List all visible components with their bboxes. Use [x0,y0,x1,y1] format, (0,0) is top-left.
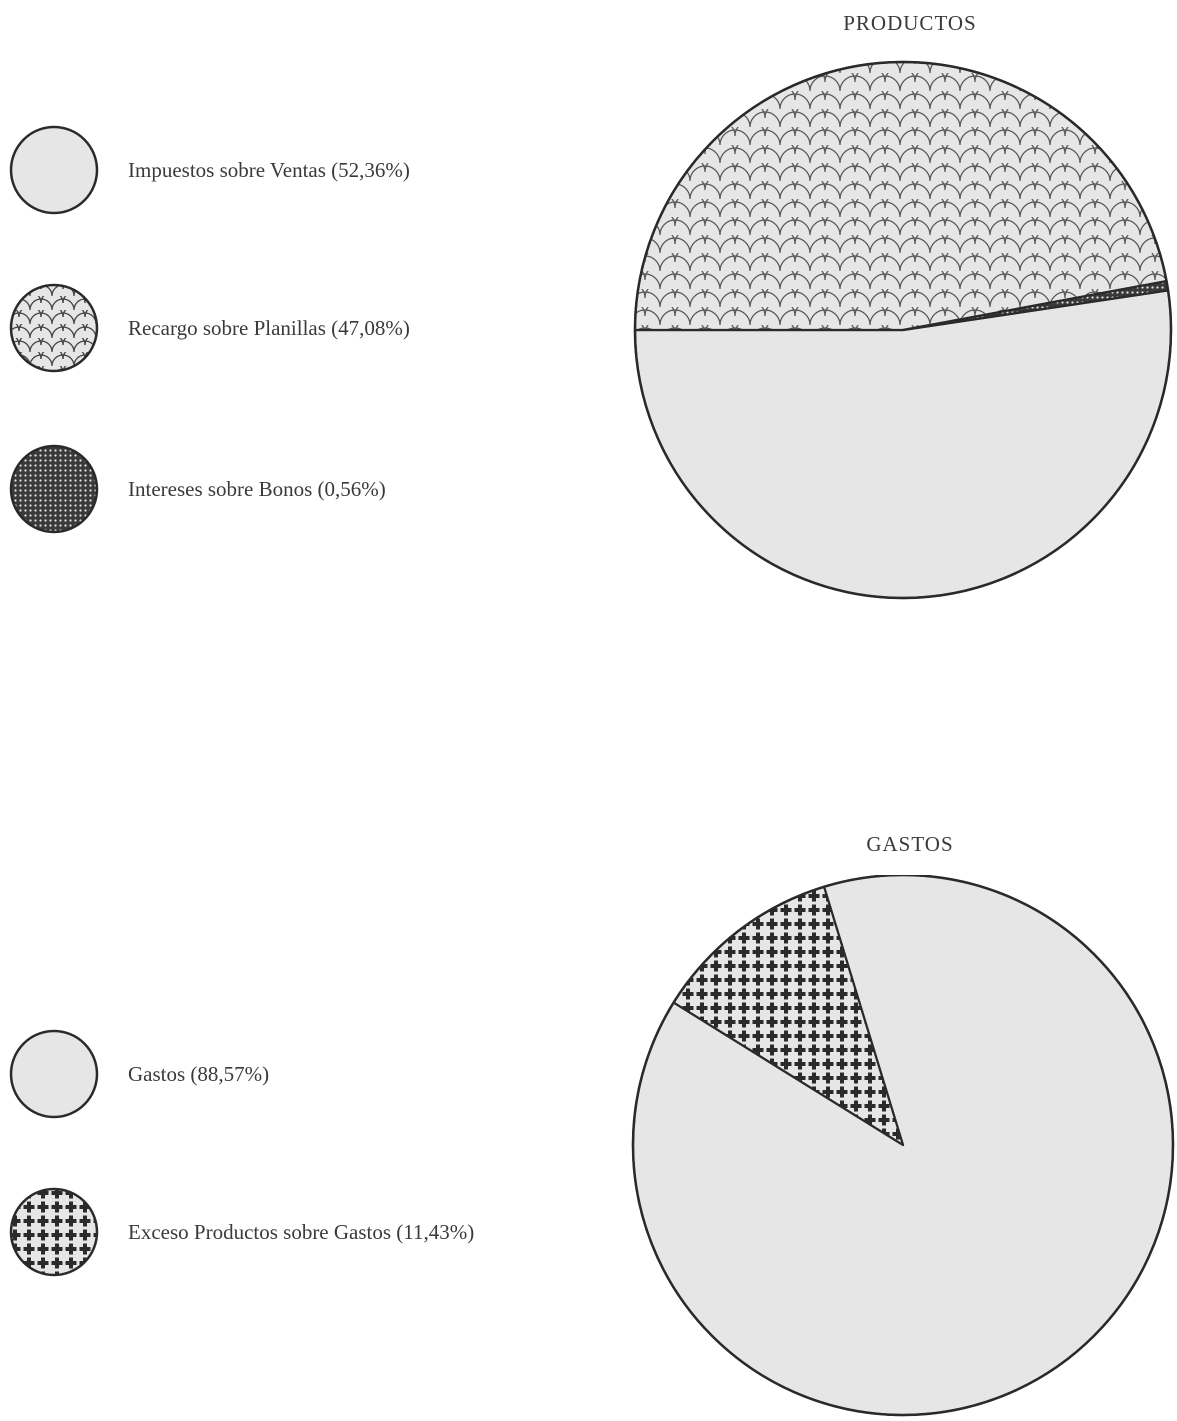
legend-item-exceso: Exceso Productos sobre Gastos (11,43%) [8,1186,474,1278]
legend-item-impuestos: Impuestos sobre Ventas (52,36%) [8,124,410,216]
legend-swatch-plain-icon [9,125,99,215]
legend-label: Intereses sobre Bonos (0,56%) [128,476,386,501]
legend-swatch-plain-icon [9,1029,99,1119]
legend-swatch-scales-icon [9,283,99,373]
pie-chart-gastos [631,875,1175,1417]
legend-item-gastos: Gastos (88,57%) [8,1028,269,1120]
chart-title-gastos: GASTOS [866,832,954,856]
pie-outline [631,875,1175,1417]
legend-label: Recargo sobre Planillas (47,08%) [128,315,410,340]
legend-swatch-dots-icon [9,444,99,534]
pie-outline [633,60,1173,600]
chart-title-productos: PRODUCTOS [843,11,977,35]
legend-item-intereses: Intereses sobre Bonos (0,56%) [8,443,386,535]
legend-swatch-crosses-icon [9,1187,99,1277]
legend-item-recargo: Recargo sobre Planillas (47,08%) [8,282,410,374]
legend-label: Impuestos sobre Ventas (52,36%) [128,157,410,182]
pie-chart-productos [633,60,1173,600]
legend-label: Exceso Productos sobre Gastos (11,43%) [128,1219,475,1244]
legend-label: Gastos (88,57%) [128,1061,270,1086]
pie-slice-impuestos [633,289,1173,600]
pie-slice-recargo [633,60,1168,332]
